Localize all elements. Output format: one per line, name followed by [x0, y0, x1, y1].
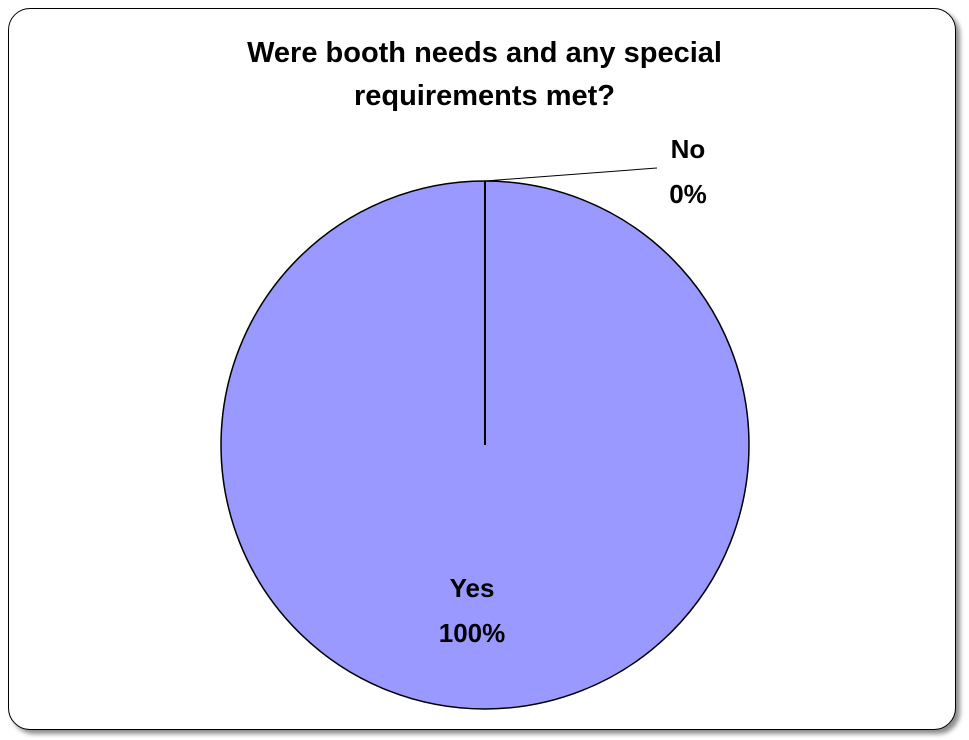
yes-label: Yes — [450, 573, 495, 603]
no-percent-label: 0% — [669, 179, 707, 209]
chart-title-line-1: Were booth needs and any special — [247, 37, 722, 69]
chart-title-line-2: requirements met? — [353, 80, 616, 112]
no-leader-line — [484, 167, 658, 182]
no-label: No — [671, 134, 706, 164]
yes-percent-label: 100% — [439, 618, 506, 648]
